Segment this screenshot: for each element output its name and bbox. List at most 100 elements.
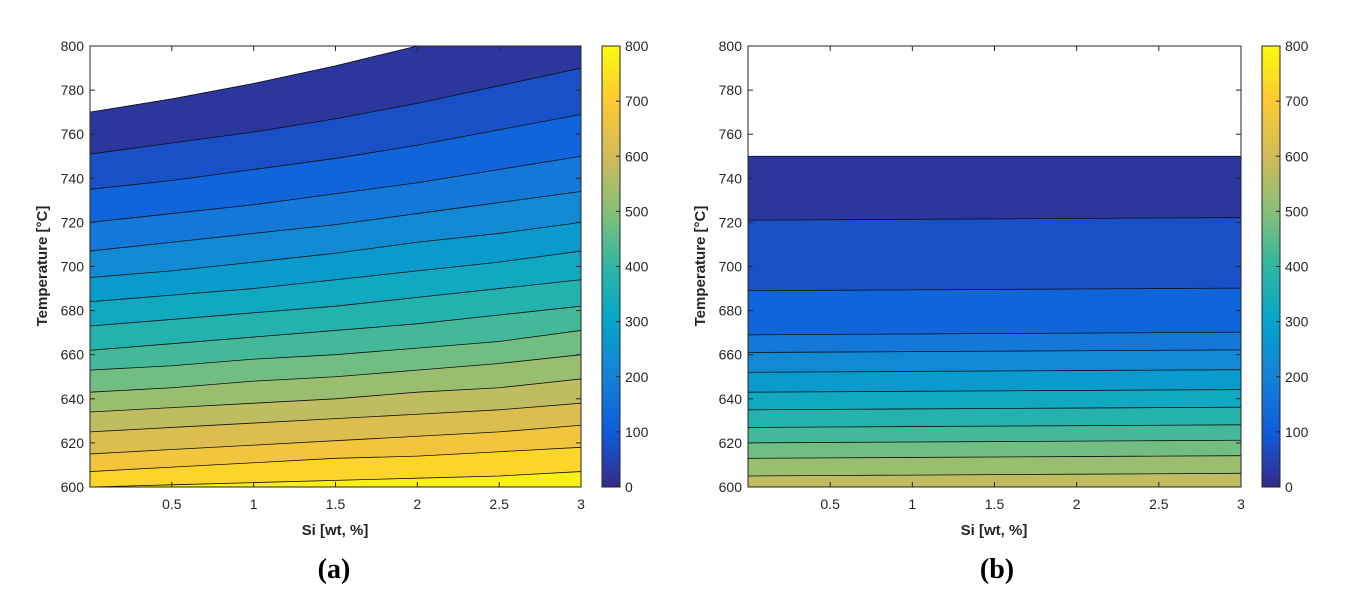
x-tick-label: 1 [250,496,258,512]
x-axis-ticks-b: 0.5 1 1.5 2 2.5 3 [820,46,1245,512]
y-axis-ticks-a: 600 620 640 660 680 700 720 740 760 780 800 [61,38,581,495]
contour-band [747,389,1242,411]
contour-line [89,330,582,371]
colorbar-tick-label: 500 [1285,203,1309,219]
colorbar-tick-label: 0 [625,479,633,495]
y-tick-label: 800 [719,38,743,54]
contour-line [747,331,1242,336]
contour-line [89,191,582,252]
contour-line [89,113,582,190]
y-tick-label: 720 [61,214,85,230]
contour-band [747,455,1242,477]
y-tick-label: 780 [719,82,743,98]
x-tick-label: 0.5 [162,496,182,512]
contour-line [747,389,1242,393]
panel-label-a: (a) [318,554,351,585]
x-tick-label: 1.5 [985,496,1005,512]
y-axis-label-a: Temperature [°C] [34,206,51,327]
y-tick-label: 640 [719,391,743,407]
contour-line [747,349,1242,353]
y-tick-label: 780 [61,82,85,98]
colorbar-tick-label: 800 [1285,38,1309,54]
y-axis-ticks-b: 600 620 640 660 680 700 720 740 760 780 800 [719,38,1241,495]
colorbar-tick-label: 300 [625,314,649,330]
y-tick-label: 720 [719,214,743,230]
y-tick-label: 600 [719,479,743,495]
contour-band [747,369,1242,393]
y-tick-label: 700 [61,259,85,275]
y-axis-label-b: Temperature [°C] [692,206,709,327]
contour-line [747,439,1242,444]
colorbar-tick-label: 800 [625,38,649,54]
x-tick-label: 1 [908,496,916,512]
contour-line [89,279,582,327]
x-tick-label: 3 [1237,496,1245,512]
colorbar-tick-label: 500 [625,203,649,219]
contour-band [747,424,1242,444]
contour-chart-a: 0.5 1 1.5 2 2.5 3 600 620 640 660 680 700 720 740 760… [34,38,649,539]
colorbar-tick-label: 200 [1285,369,1309,385]
colorbar-tick-label: 600 [1285,148,1309,164]
x-tick-label: 2.5 [1149,496,1169,512]
y-tick-label: 740 [719,170,743,186]
y-tick-label: 680 [719,303,743,319]
y-tick-label: 700 [719,259,743,275]
colorbar-tick-label: 0 [1285,479,1293,495]
x-tick-label: 2 [413,496,421,512]
contour-line [747,424,1242,428]
x-axis-label-a: Si [wt, %] [302,522,369,539]
y-tick-label: 800 [61,38,85,54]
colorbar-tick-label: 700 [1285,93,1309,109]
contour-lines-b [747,155,1242,477]
contour-band [747,439,1242,459]
colorbar-tick-label: 600 [625,148,649,164]
contour-band [747,217,1242,292]
contour-line [747,217,1242,221]
y-tick-label: 620 [719,435,743,451]
contour-line [89,402,582,433]
y-tick-label: 640 [61,391,85,407]
contour-chart-b: 0.5 1 1.5 2 2.5 3 600 620 640 660 680 700 720 740 760… [692,38,1309,539]
contour-bands-b [747,155,1242,488]
contour-line [747,406,1242,411]
colorbar-tick-label: 300 [1285,314,1309,330]
x-axis-label-b: Si [wt, %] [961,522,1028,539]
contour-band [747,349,1242,373]
y-tick-label: 660 [61,347,85,363]
contour-line [89,222,582,278]
x-tick-label: 2.5 [489,496,509,512]
y-tick-label: 660 [719,347,743,363]
contour-line [747,455,1242,459]
x-tick-label: 0.5 [820,496,840,512]
x-tick-label: 2 [1073,496,1081,512]
contour-line [747,472,1242,477]
colorbar-tick-label: 400 [625,259,649,275]
y-tick-label: 600 [61,479,85,495]
panel-label-b: (b) [980,554,1014,585]
contour-band [747,406,1242,428]
contour-line [747,287,1242,292]
y-tick-label: 760 [719,126,743,142]
contour-line [89,354,582,393]
contour-band [747,331,1242,353]
x-axis-ticks-a: 0.5 1 1.5 2 2.5 3 [162,46,585,512]
y-tick-label: 760 [61,126,85,142]
contour-line [89,305,582,351]
contour-line [89,446,582,472]
contour-bands-a [89,45,582,488]
x-tick-label: 1.5 [326,496,346,512]
contour-line [89,424,582,455]
contour-line [89,67,582,155]
colorbar-tick-label: 700 [625,93,649,109]
colorbar-ticks-a: 0 100 200 300 400 500 600 700 800 [616,38,649,495]
colorbar-tick-label: 200 [625,369,649,385]
colorbar-tick-label: 100 [625,424,649,440]
contour-line [747,369,1242,373]
contour-line [89,378,582,413]
contour-line [89,250,582,303]
contour-band [747,287,1242,336]
contour-line [89,155,582,223]
colorbar-tick-label: 400 [1285,259,1309,275]
colorbar-tick-label: 100 [1285,424,1309,440]
y-tick-label: 680 [61,303,85,319]
